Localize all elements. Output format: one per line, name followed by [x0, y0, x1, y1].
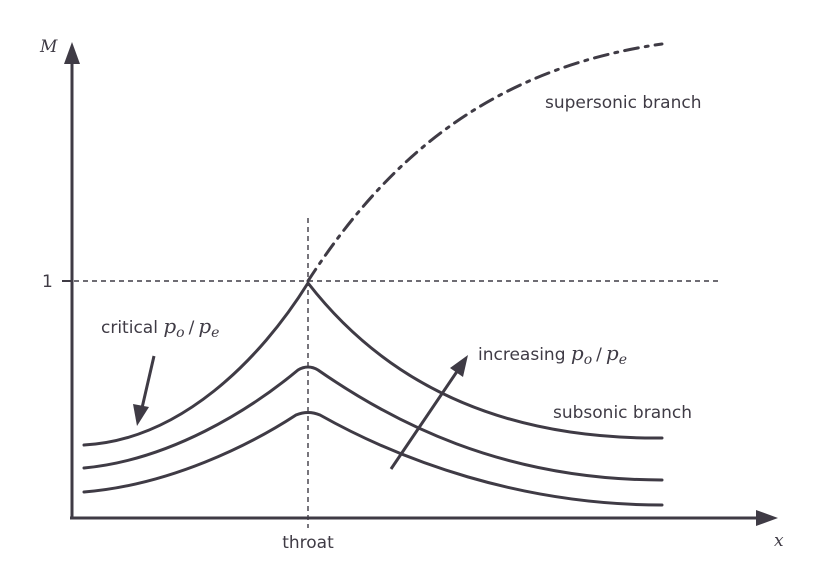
increasing-ratio-sub-o: o	[584, 352, 592, 368]
critical-label: critical po / pe	[101, 314, 219, 341]
increasing-ratio-sub-e: e	[619, 352, 627, 368]
subsonic-curve-middle	[82, 365, 664, 482]
critical-ratio-sub-e: e	[211, 325, 219, 341]
critical-label-text: critical	[101, 318, 163, 338]
throat-label: throat	[282, 533, 334, 553]
increasing-label-text: increasing	[478, 345, 571, 365]
increasing-ratio-p0: p	[571, 341, 584, 365]
subsonic-branch-label: subsonic branch	[553, 403, 692, 423]
increasing-arrow-head	[450, 355, 468, 377]
x-axis-label: x	[774, 531, 784, 551]
x-axis-arrowhead	[756, 510, 778, 526]
critical-curve	[82, 280, 664, 447]
critical-ratio-slash: /	[189, 318, 195, 338]
increasing-ratio-p1: p	[606, 341, 619, 365]
y-axis-label: M	[39, 37, 58, 57]
increasing-arrow-shaft	[389, 369, 460, 470]
increasing-label: increasing po / pe	[478, 341, 627, 368]
increasing-ratio-slash: /	[596, 345, 602, 365]
y-tick-label-1: 1	[42, 272, 53, 292]
y-axis-arrowhead	[64, 42, 80, 64]
critical-ratio-p0: p	[163, 314, 176, 338]
supersonic-branch-label: supersonic branch	[545, 93, 701, 113]
critical-arrow-head	[133, 404, 149, 426]
critical-arrow-shaft	[140, 355, 156, 409]
subsonic-curve-lower	[82, 411, 664, 507]
critical-ratio-p1: p	[198, 314, 211, 338]
supersonic-branch-curve	[306, 42, 664, 283]
critical-ratio-sub-o: o	[176, 325, 184, 341]
